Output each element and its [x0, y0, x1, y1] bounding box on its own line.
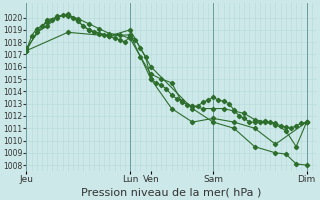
X-axis label: Pression niveau de la mer( hPa ): Pression niveau de la mer( hPa )	[82, 187, 262, 197]
